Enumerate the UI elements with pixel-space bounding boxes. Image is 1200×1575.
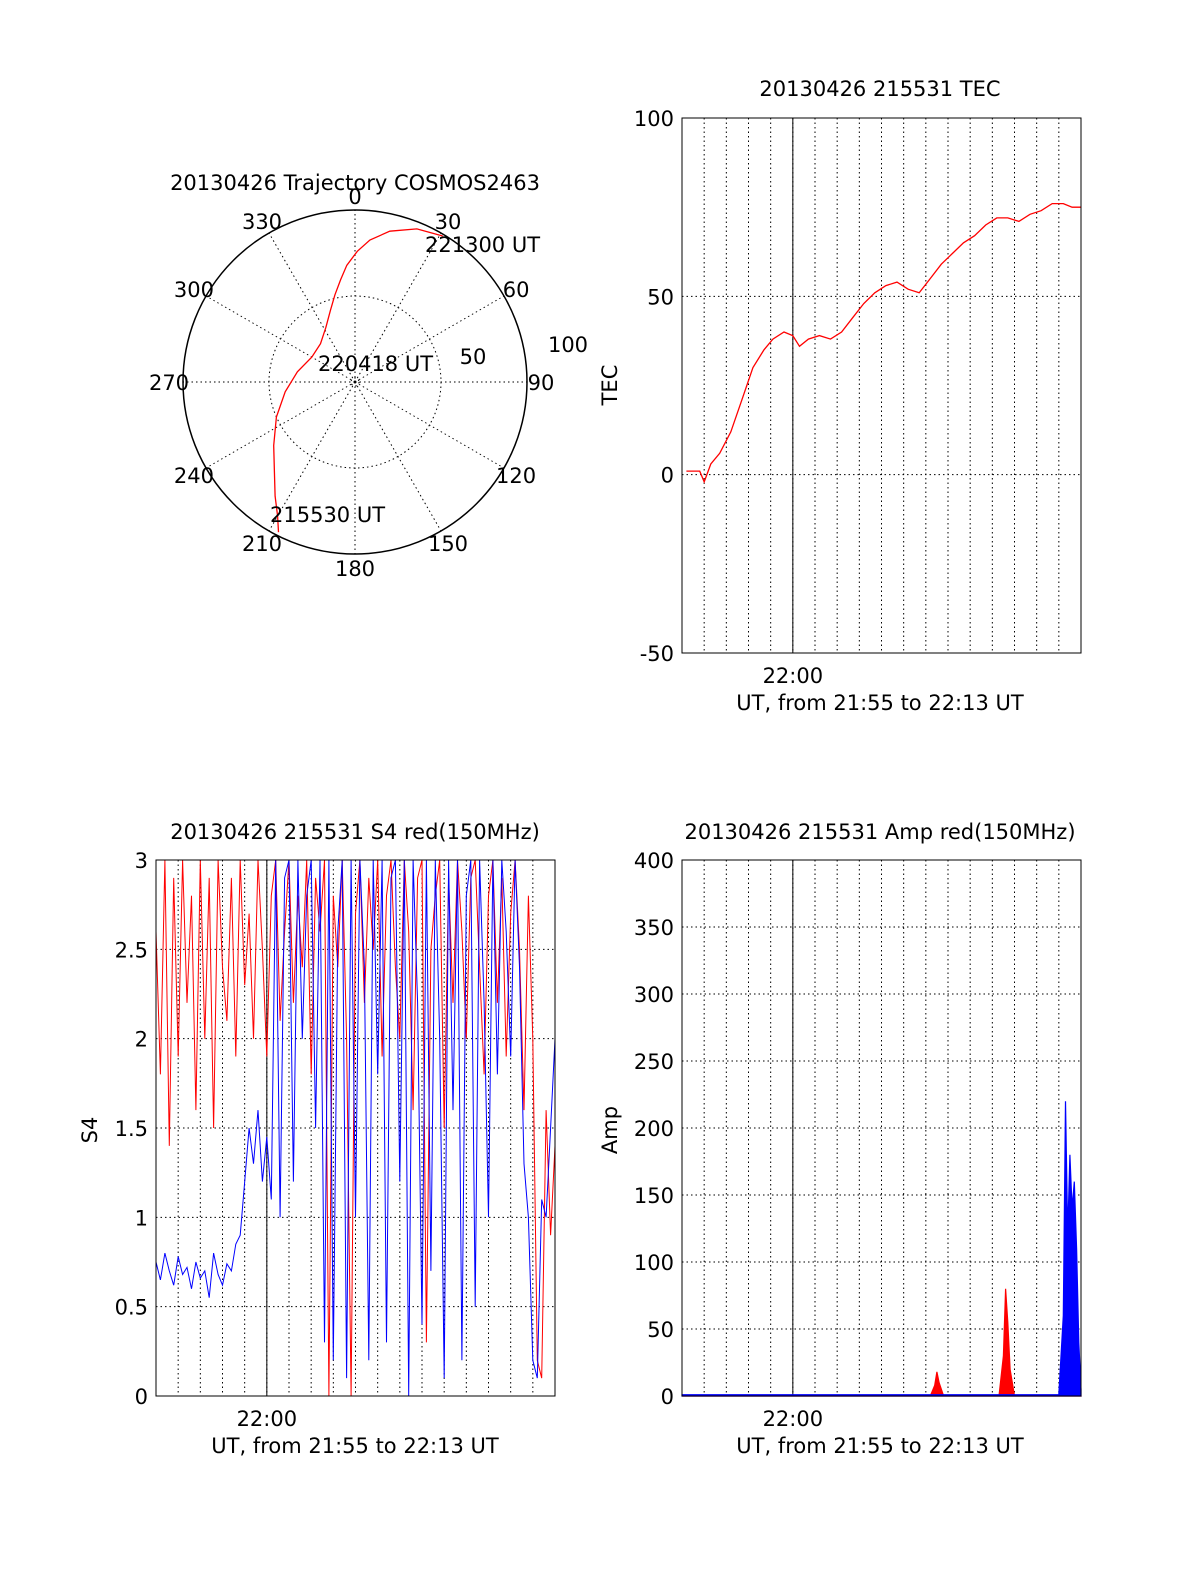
amp-y-tick-labels: 0 50 100 150 200 250 300 350 400: [634, 849, 674, 1409]
polar-angle-label: 150: [428, 532, 468, 556]
y-tick-label: 50: [647, 285, 674, 309]
polar-spoke: [268, 381, 356, 532]
polar-spoke: [354, 232, 442, 383]
amp-xlabel: UT, from 21:55 to 22:13 UT: [736, 1434, 1024, 1458]
annotation-start-time: 215530 UT: [270, 503, 385, 527]
s4-ylabel: S4: [78, 1117, 102, 1144]
y-tick-label: 300: [634, 983, 674, 1007]
polar-angle-label: 0: [348, 185, 361, 209]
polar-angle-label: 270: [149, 371, 189, 395]
polar-angle-label: 330: [242, 210, 282, 234]
s4-y-tick-labels: 0 0.5 1 1.5 2 2.5 3: [115, 849, 148, 1409]
annotation-mid-time: 220418 UT: [318, 352, 433, 376]
amp-ylabel: Amp: [598, 1106, 622, 1154]
y-tick-label: 350: [634, 916, 674, 940]
y-tick-label: -50: [640, 642, 674, 666]
tec-plot-frame: [681, 117, 1082, 654]
y-tick-label: 100: [634, 1251, 674, 1275]
polar-outer-circle: [182, 209, 528, 555]
y-tick-label: 150: [634, 1184, 674, 1208]
y-tick-label: 0: [661, 1385, 674, 1409]
tec-ylabel: TEC: [598, 365, 622, 407]
polar-spoke: [354, 381, 442, 532]
y-tick-label: 0: [661, 464, 674, 488]
polar-angle-label: 120: [496, 464, 536, 488]
y-tick-label: 200: [634, 1117, 674, 1141]
tec-x-tick-labels: 22:00: [763, 664, 824, 688]
polar-radius-label: 50: [460, 345, 487, 369]
trajectory-line: [273, 228, 443, 533]
series-line-1: [155, 859, 556, 1397]
x-tick-label: 22:00: [763, 664, 824, 688]
s4-panel: 20130426 215531 S4 red(150MHz) 0 0.5 1 1.5 2…: [78, 820, 556, 1458]
y-tick-label: 0: [135, 1385, 148, 1409]
tec-y-tick-labels: -50 0 50 100: [634, 107, 674, 666]
annotation-end-time: 221300 UT: [425, 233, 540, 257]
polar-title: 20130426 Trajectory COSMOS2463: [170, 171, 540, 195]
y-tick-label: 100: [634, 107, 674, 131]
x-tick-label: 22:00: [763, 1407, 824, 1431]
x-tick-label: 22:00: [237, 1407, 298, 1431]
tec-series: [686, 202, 1081, 484]
amp-grid: [682, 860, 1081, 1396]
s4-x-tick-labels: 22:00: [237, 1407, 298, 1431]
polar-annotations: 221300 UT 220418 UT 215530 UT: [270, 233, 540, 527]
y-tick-label: 400: [634, 849, 674, 873]
tec-panel: 20130426 215531 TEC -50 0 50 100 22:00 UT, …: [598, 77, 1082, 715]
polar-spoke: [354, 295, 505, 383]
polar-angle-label: 30: [435, 210, 462, 234]
polar-radius-label: 100: [548, 333, 588, 357]
polar-angle-label: 60: [503, 278, 530, 302]
polar-spoke: [268, 232, 356, 383]
s4-series: [155, 859, 556, 1397]
polar-angle-label: 180: [335, 557, 375, 581]
series-line-0: [155, 859, 556, 1397]
y-tick-label: 50: [647, 1318, 674, 1342]
polar-trajectory-panel: 20130426 Trajectory COSMOS2463 0 30 60 90 12…: [149, 171, 588, 581]
polar-series: [273, 228, 443, 533]
polar-angle-labels: 0 30 60 90 120 150 180 210 240 270 300 330: [149, 185, 554, 581]
amp-series: [681, 1101, 1082, 1397]
polar-angle-label: 210: [242, 532, 282, 556]
amp-title: 20130426 215531 Amp red(150MHz): [684, 820, 1075, 844]
polar-grid-center: [350, 377, 360, 387]
polar-radius-labels: 50 100: [460, 333, 588, 369]
y-tick-label: 3: [135, 849, 148, 873]
y-tick-label: 2.5: [115, 938, 148, 962]
tec-title: 20130426 215531 TEC: [759, 77, 1000, 101]
series-line-0: [686, 202, 1081, 484]
polar-angle-label: 240: [174, 464, 214, 488]
polar-angle-label: 300: [174, 278, 214, 302]
s4-plot-frame: [155, 859, 556, 1397]
y-tick-label: 0.5: [115, 1296, 148, 1320]
polar-spoke: [205, 381, 356, 469]
s4-xlabel: UT, from 21:55 to 22:13 UT: [211, 1434, 499, 1458]
y-tick-label: 1.5: [115, 1117, 148, 1141]
polar-angle-label: 90: [528, 371, 555, 395]
series-area-1: [681, 1101, 1082, 1397]
tec-xlabel: UT, from 21:55 to 22:13 UT: [736, 691, 1024, 715]
amp-plot-frame: [681, 859, 1082, 1397]
amp-x-tick-labels: 22:00: [763, 1407, 824, 1431]
y-tick-label: 2: [135, 1028, 148, 1052]
y-tick-label: 250: [634, 1050, 674, 1074]
s4-title: 20130426 215531 S4 red(150MHz): [170, 820, 540, 844]
polar-spoke: [205, 295, 356, 383]
amp-panel: 20130426 215531 Amp red(150MHz) 0 50 100 15…: [598, 820, 1082, 1458]
y-tick-label: 1: [135, 1206, 148, 1230]
polar-grid: [183, 210, 527, 554]
polar-spoke: [354, 381, 505, 469]
tec-grid: [682, 118, 1081, 653]
